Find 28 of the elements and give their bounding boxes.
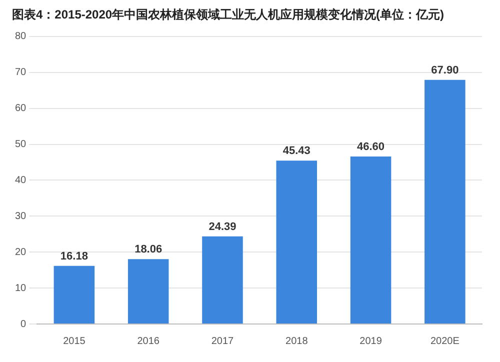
bar: [350, 156, 392, 324]
bar: [54, 266, 95, 324]
data-label: 24.39: [208, 220, 236, 233]
y-tick-label: 70: [15, 67, 27, 78]
chart-title: 图表4：2015-2020年中国农林植保领域工业无人机应用规模变化情况(单位：亿元): [12, 8, 444, 22]
y-tick-label: 80: [15, 31, 27, 42]
x-tick-label: 2019: [360, 336, 382, 347]
y-tick-label: 40: [15, 174, 27, 186]
bar: [202, 236, 243, 324]
data-label: 45.43: [282, 145, 310, 158]
y-tick-label: 10: [15, 282, 27, 294]
x-tick-label: 2015: [63, 336, 86, 347]
data-label: 16.18: [60, 250, 88, 262]
data-label: 18.06: [134, 244, 162, 256]
data-label: 67.90: [431, 64, 459, 76]
x-tick-label: 2020E: [430, 336, 460, 347]
y-tick-label: 60: [15, 103, 27, 114]
x-tick-label: 2016: [137, 336, 160, 347]
bar: [128, 259, 169, 324]
y-tick-label: 30: [15, 210, 27, 222]
y-tick-label: 0: [20, 318, 27, 330]
y-tick-label: 20: [15, 246, 27, 258]
y-tick-label: 50: [15, 139, 27, 150]
bar: [424, 80, 466, 324]
x-tick-label: 2018: [286, 336, 308, 347]
x-tick-label: 2017: [211, 336, 234, 347]
bar: [276, 160, 318, 324]
data-label: 46.60: [357, 141, 385, 154]
